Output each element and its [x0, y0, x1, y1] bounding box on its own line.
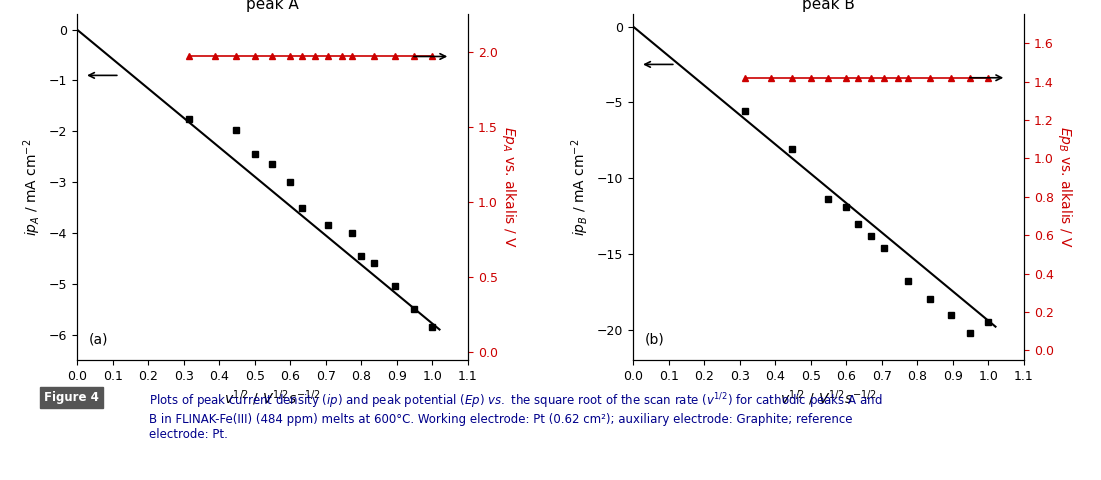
Text: (b): (b): [645, 332, 665, 346]
Text: Plots of peak current density ($\mathit{ip}$) and peak potential ($\mathit{Ep}$): Plots of peak current density ($\mathit{…: [149, 391, 882, 441]
Title: peak A: peak A: [247, 0, 298, 12]
X-axis label: $v^{1/2}$ / $V^{1/2}s^{-1/2}$: $v^{1/2}$ / $V^{1/2}s^{-1/2}$: [225, 388, 320, 408]
Y-axis label: $Ep_B$ vs. alkalis / V: $Ep_B$ vs. alkalis / V: [1057, 126, 1075, 248]
Text: Figure 4: Figure 4: [44, 391, 99, 404]
Y-axis label: $ip_B$ / mA cm$^{-2}$: $ip_B$ / mA cm$^{-2}$: [570, 139, 591, 236]
Title: peak B: peak B: [802, 0, 855, 12]
Text: (a): (a): [89, 332, 108, 346]
X-axis label: $v^{1/2}$ / $V^{1/2}s^{-1/2}$: $v^{1/2}$ / $V^{1/2}s^{-1/2}$: [781, 388, 876, 408]
Y-axis label: $ip_A$ / mA cm$^{-2}$: $ip_A$ / mA cm$^{-2}$: [22, 139, 43, 236]
Y-axis label: $Ep_A$ vs. alkalis / V: $Ep_A$ vs. alkalis / V: [501, 126, 519, 248]
